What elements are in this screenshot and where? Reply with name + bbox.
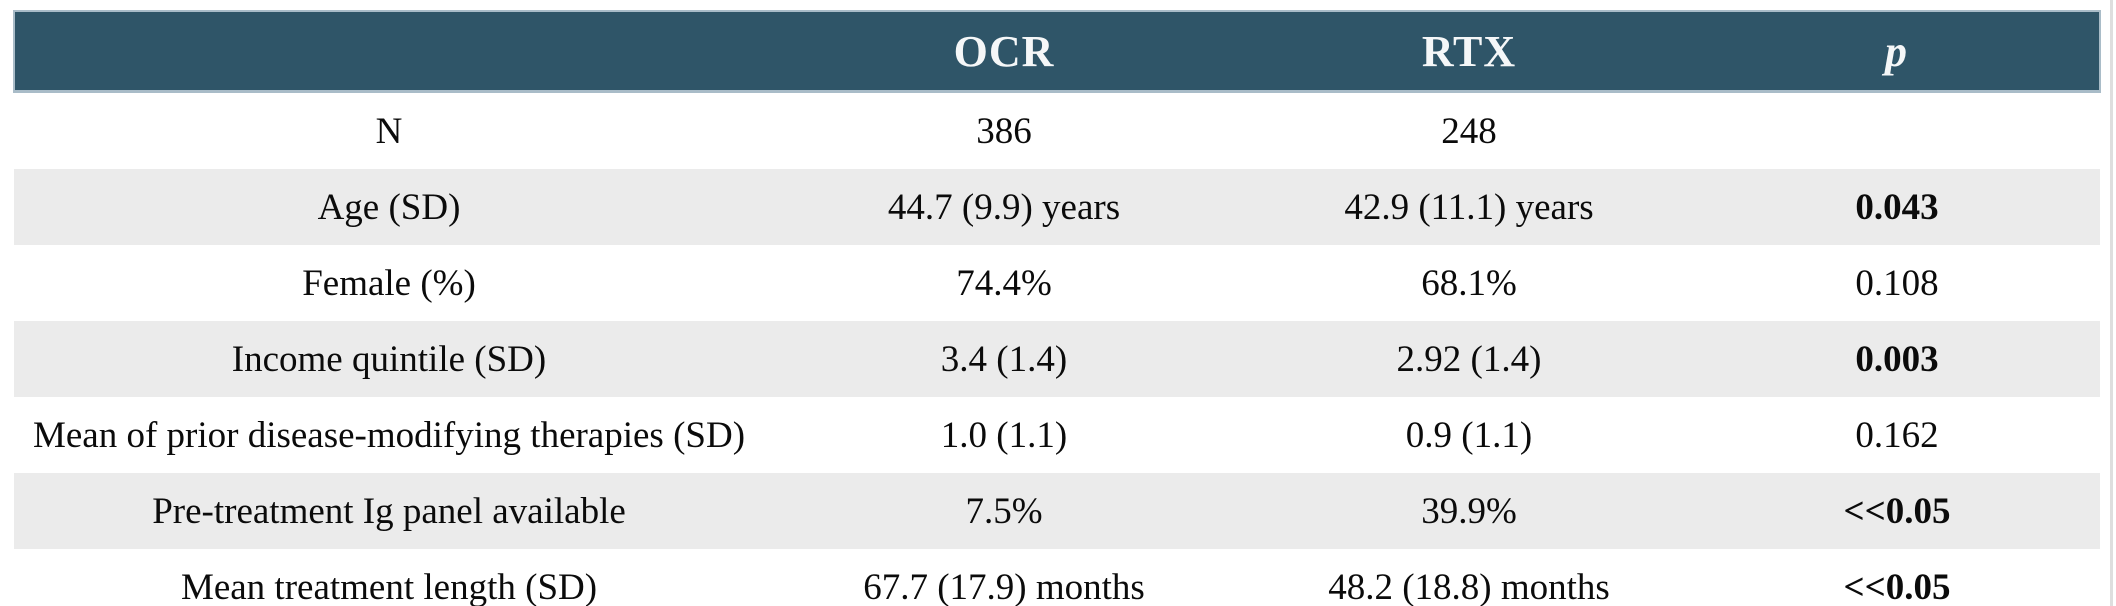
p-value: 0.003 — [1694, 321, 2100, 397]
rtx-value: 248 — [1441, 110, 1497, 152]
table-row-income-quintile: Income quintile (SD) 3.4 (1.4) 2.92 (1.4… — [14, 321, 2100, 397]
p-value: <<0.05 — [1843, 566, 1951, 606]
rtx-value: 48.2 (18.8) months — [1328, 566, 1610, 606]
row-label: Female (%) — [302, 262, 476, 304]
rtx-value: 0.9 (1.1) — [1405, 414, 1533, 456]
row-label: Mean treatment length (SD) — [180, 566, 598, 606]
p-value — [1694, 92, 2100, 170]
ocr-value: 3.4 (1.4) — [764, 321, 1244, 397]
baseline-characteristics-table: OCR RTX p N 386 248 Age (SD) 44.7 (9.9) … — [13, 10, 2101, 606]
col-header-p: p — [1694, 10, 2101, 93]
col-header-rtx: RTX — [1244, 10, 1694, 93]
p-value: <<0.05 — [1694, 473, 2100, 549]
rtx-value: 2.92 (1.4) — [1244, 321, 1694, 397]
row-label: Age (SD) — [14, 169, 764, 245]
ocr-value: 67.7 (17.9) months — [863, 566, 1145, 606]
rtx-value: 68.1% — [1421, 262, 1517, 304]
table-row-age: Age (SD) 44.7 (9.9) years 42.9 (11.1) ye… — [14, 169, 2100, 245]
row-label: Mean of prior disease-modifying therapie… — [32, 414, 746, 456]
page-right-border — [2110, 0, 2113, 606]
p-value: 0.108 — [1855, 262, 1939, 304]
ocr-value: 7.5% — [764, 473, 1244, 549]
col-header-empty — [13, 10, 764, 93]
ocr-value: 386 — [976, 110, 1032, 152]
ocr-value: 1.0 (1.1) — [940, 414, 1068, 456]
row-label: N — [375, 110, 403, 152]
col-header-ocr: OCR — [764, 10, 1244, 93]
ocr-value: 74.4% — [956, 262, 1052, 304]
table-row-n: N 386 248 — [14, 92, 2100, 170]
table-body: N 386 248 Age (SD) 44.7 (9.9) years 42.9… — [14, 92, 2100, 606]
rtx-value: 42.9 (11.1) years — [1244, 169, 1694, 245]
rtx-value: 39.9% — [1244, 473, 1694, 549]
table-row-female: Female (%) 74.4% 68.1% 0.108 — [14, 245, 2100, 321]
table-header-row: OCR RTX p — [13, 10, 2101, 93]
row-label: Pre-treatment Ig panel available — [14, 473, 764, 549]
table-row-ig-panel: Pre-treatment Ig panel available 7.5% 39… — [14, 473, 2100, 549]
table-row-treatment-length: Mean treatment length (SD) 67.7 (17.9) m… — [14, 549, 2100, 606]
row-label: Income quintile (SD) — [14, 321, 764, 397]
table-row-prior-dmt: Mean of prior disease-modifying therapie… — [14, 397, 2100, 473]
ocr-value: 44.7 (9.9) years — [764, 169, 1244, 245]
p-value: 0.162 — [1855, 414, 1939, 456]
p-value: 0.043 — [1694, 169, 2100, 245]
